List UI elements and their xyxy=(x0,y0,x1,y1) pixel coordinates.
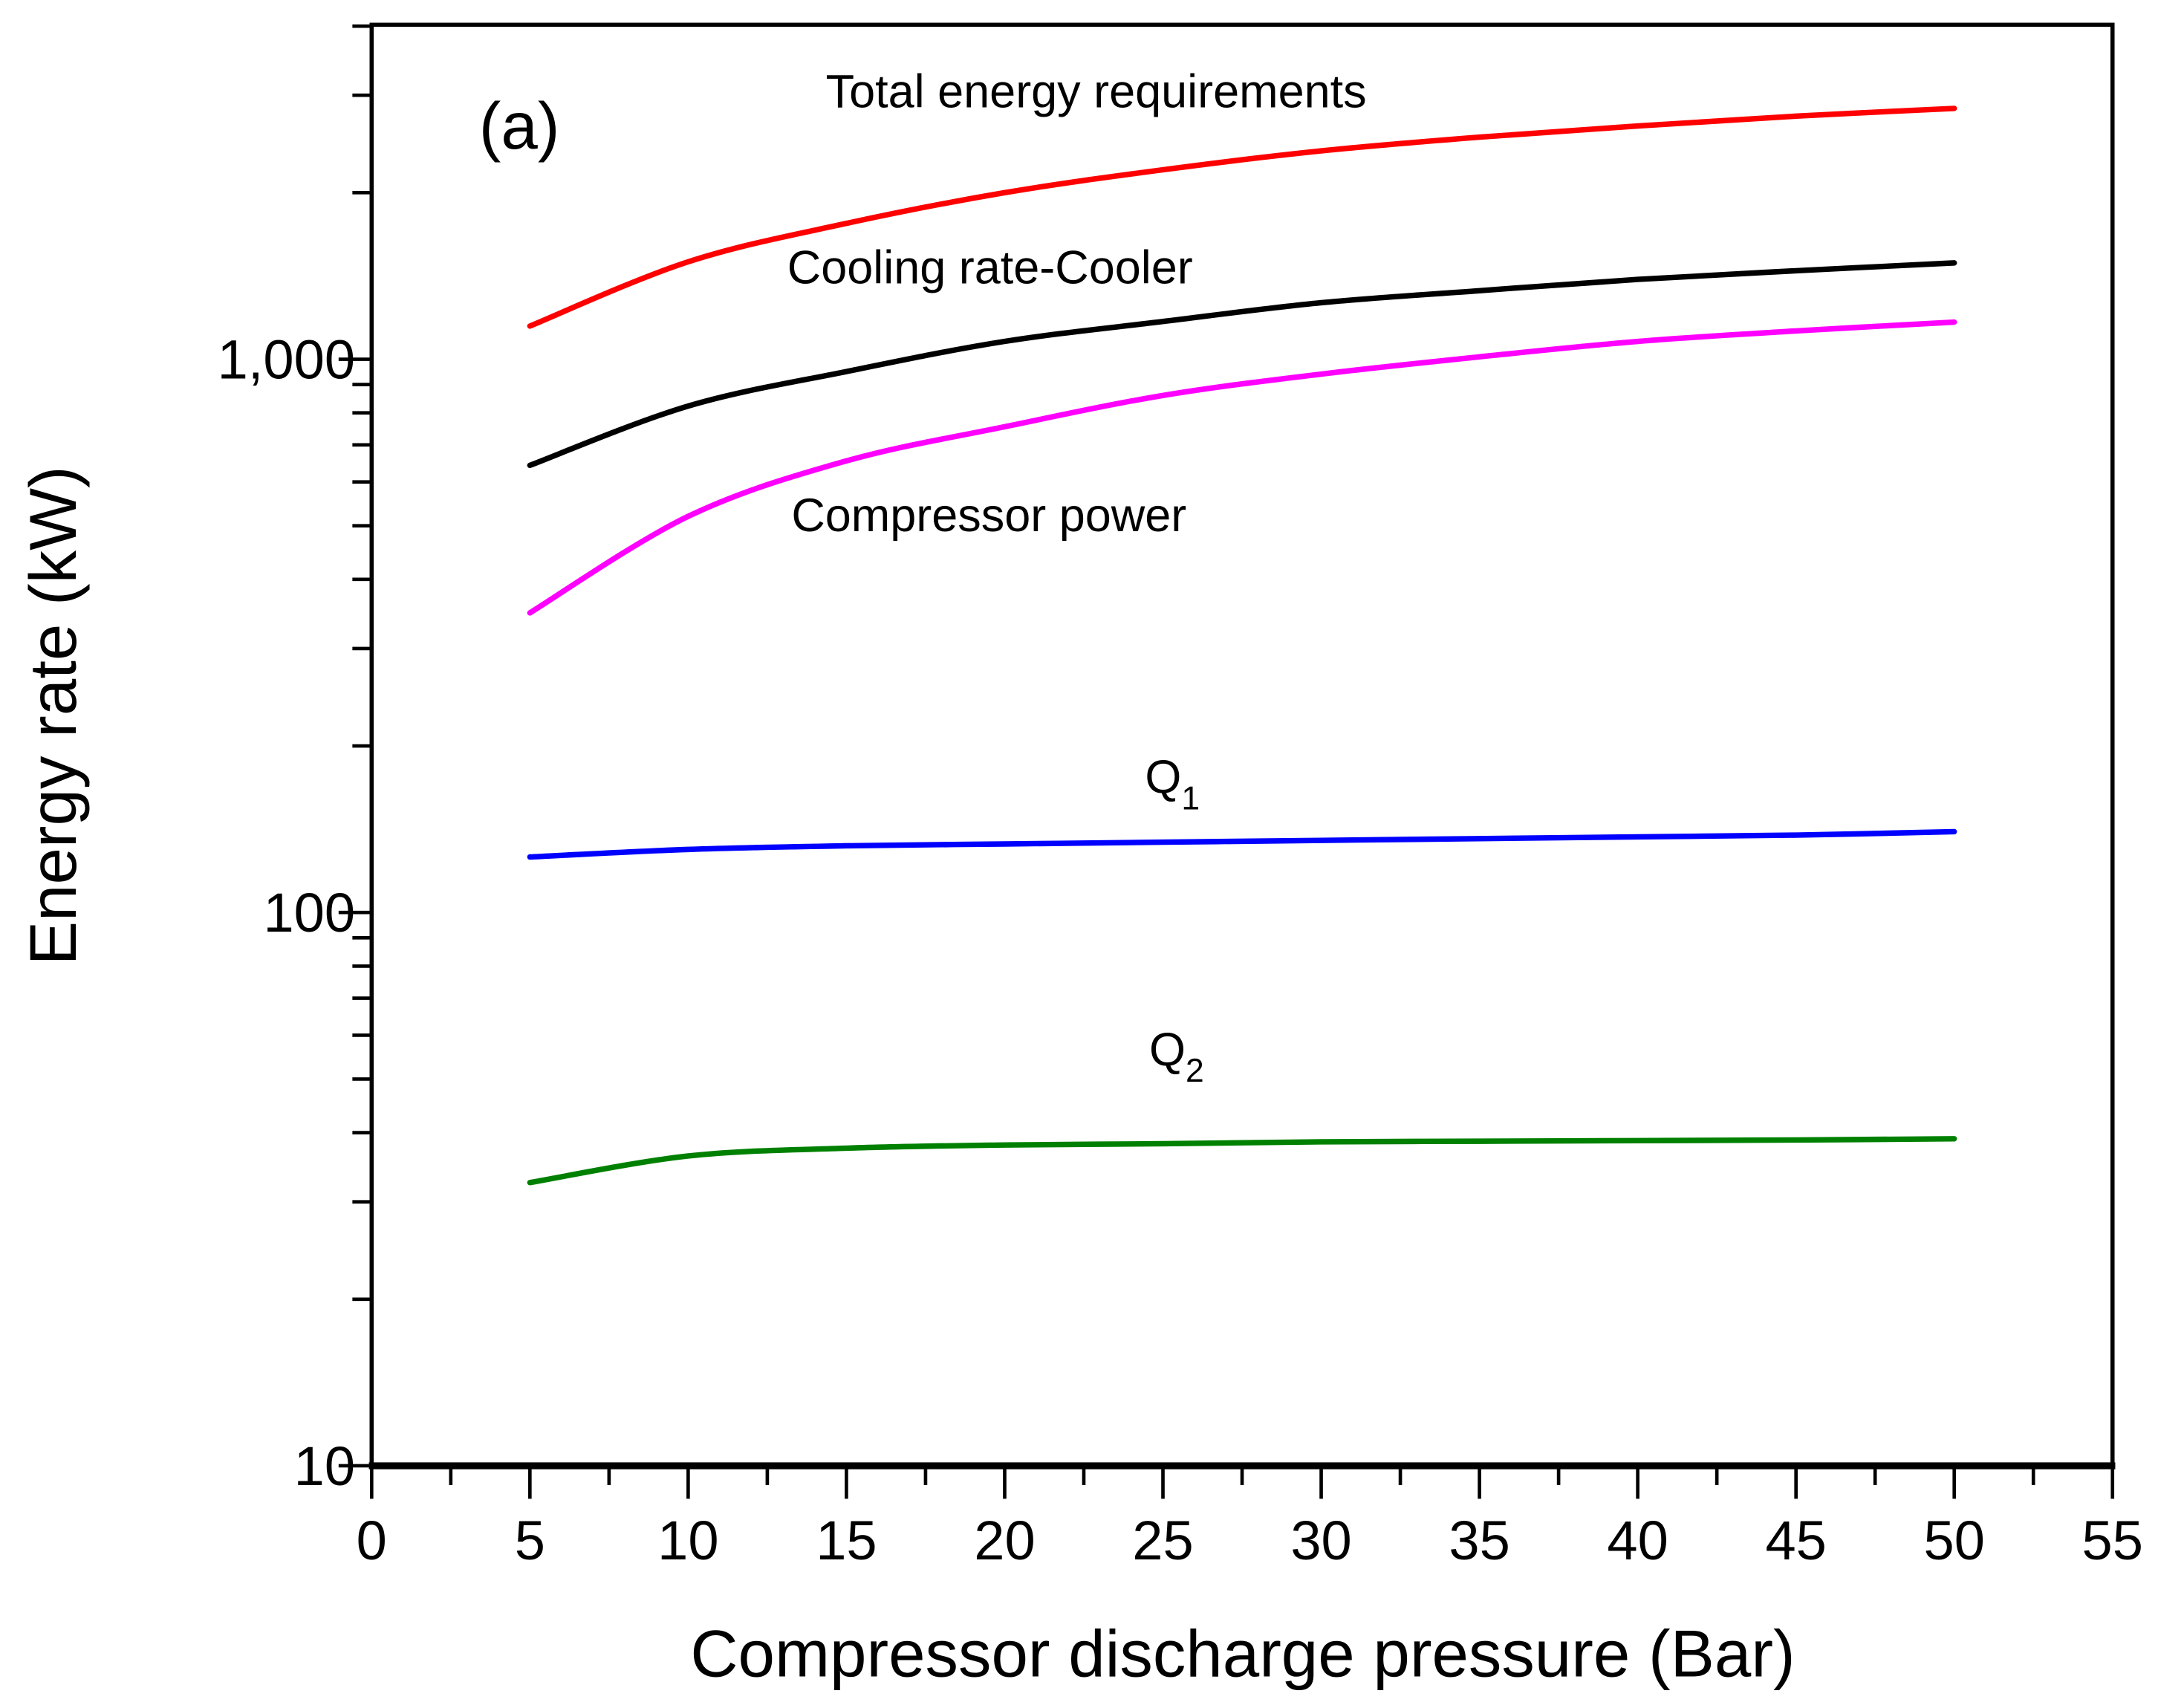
x-tick-label: 50 xyxy=(1924,1510,1985,1571)
x-tick-label: 0 xyxy=(357,1510,387,1571)
x-tick-label: 20 xyxy=(974,1510,1035,1571)
label-q1: Q1 xyxy=(1145,751,1200,816)
label-compressor-power: Compressor power xyxy=(791,490,1186,542)
x-tick-label: 55 xyxy=(2082,1510,2143,1571)
label-total-energy: Total energy requirements xyxy=(826,65,1367,117)
y-axis-title: Energy rate (kW) xyxy=(16,466,90,965)
plot-frame xyxy=(369,22,2115,1468)
panel-label: (a) xyxy=(479,89,560,163)
series-line-4 xyxy=(527,1136,1957,1186)
series-line-3 xyxy=(527,828,1957,860)
label-q2: Q2 xyxy=(1149,1024,1204,1089)
x-tick-label: 15 xyxy=(816,1510,877,1571)
label-cooling-rate: Cooling rate-Cooler xyxy=(787,242,1193,294)
x-tick-label: 25 xyxy=(1132,1510,1193,1571)
series-line-2 xyxy=(527,319,1957,616)
x-tick-label: 40 xyxy=(1607,1510,1668,1571)
x-tick-label: 10 xyxy=(657,1510,718,1571)
x-tick-label: 45 xyxy=(1765,1510,1826,1571)
y-tick-label: 100 xyxy=(263,882,355,944)
x-tick-label: 30 xyxy=(1290,1510,1351,1571)
y-tick-label: 10 xyxy=(294,1435,355,1497)
y-tick-label: 1,000 xyxy=(218,328,355,390)
x-tick-label: 5 xyxy=(515,1510,545,1571)
x-tick-label: 35 xyxy=(1449,1510,1509,1571)
x-axis-title: Compressor discharge pressure (Bar) xyxy=(690,1617,1795,1690)
series-line-0 xyxy=(527,105,1957,329)
series-line-1 xyxy=(527,260,1957,469)
